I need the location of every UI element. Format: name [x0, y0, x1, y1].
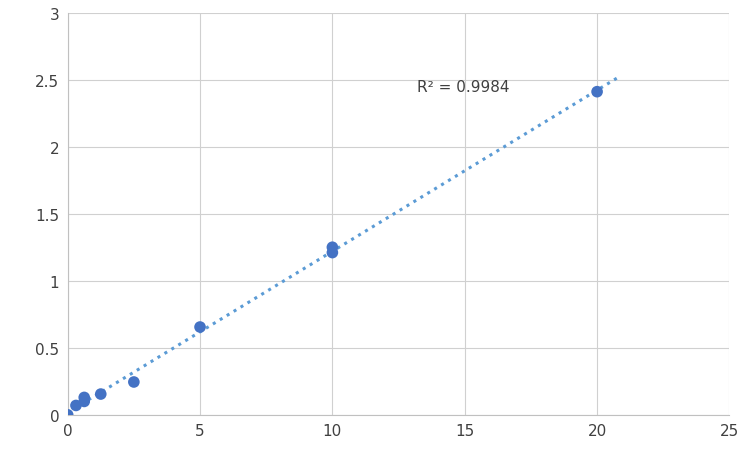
Text: R² = 0.9984: R² = 0.9984: [417, 80, 510, 95]
Point: [326, 244, 338, 251]
Point: [95, 391, 107, 398]
Point: [326, 249, 338, 257]
Point: [70, 402, 82, 409]
Point: [591, 89, 603, 96]
Point: [62, 411, 74, 419]
Point: [194, 324, 206, 331]
Point: [78, 398, 90, 405]
Point: [128, 378, 140, 386]
Point: [78, 394, 90, 401]
